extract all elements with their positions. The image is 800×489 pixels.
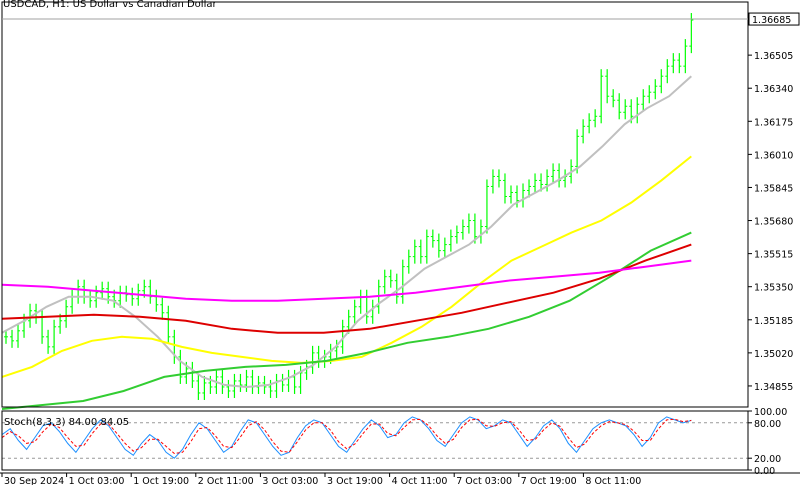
current-price-label: 1.36685 bbox=[752, 15, 791, 26]
stochastic-title: Stoch(8,3,3) 84.00 84.05 bbox=[4, 417, 129, 428]
y-tick-label: 1.35350 bbox=[754, 283, 793, 294]
y-tick-label: 1.36010 bbox=[754, 150, 793, 161]
moving-average-line bbox=[1, 243, 692, 334]
stochastic-panel bbox=[1, 416, 748, 459]
price-bars bbox=[4, 13, 694, 400]
y-tick-label: 1.35020 bbox=[754, 349, 793, 360]
x-tick-label: 7 Oct 03:00 bbox=[456, 476, 512, 485]
stochastic-tick-label: 100.00 bbox=[754, 407, 787, 418]
x-tick-label: 2 Oct 11:00 bbox=[198, 476, 254, 485]
x-tick-label: 7 Oct 19:00 bbox=[521, 476, 577, 485]
x-tick-label: 3 Oct 03:00 bbox=[262, 476, 318, 485]
y-tick-label: 1.36340 bbox=[754, 84, 793, 95]
y-tick-label: 1.35845 bbox=[754, 183, 793, 194]
y-tick-label: 1.36505 bbox=[754, 51, 793, 62]
stochastic-frame bbox=[1, 410, 749, 471]
moving-average-line bbox=[1, 231, 692, 410]
moving-average-line bbox=[1, 259, 692, 302]
x-tick-label: 8 Oct 11:00 bbox=[585, 476, 641, 485]
y-tick-label: 1.35185 bbox=[754, 316, 793, 327]
y-tick-label: 1.36175 bbox=[754, 117, 793, 128]
stochastic-signal-line bbox=[1, 418, 692, 455]
main-frame bbox=[1, 1, 749, 408]
stochastic-tick-label: 20.00 bbox=[754, 454, 781, 465]
stochastic-tick-label: 0.00 bbox=[754, 466, 775, 477]
x-tick-label: 1 Oct 19:00 bbox=[133, 476, 189, 485]
y-tick-label: 1.34855 bbox=[754, 382, 793, 393]
x-tick-label: 1 Oct 03:00 bbox=[69, 476, 125, 485]
stochastic-tick-label: 80.00 bbox=[754, 419, 781, 430]
moving-averages bbox=[1, 75, 692, 410]
x-tick-label: 4 Oct 11:00 bbox=[392, 476, 448, 485]
x-tick-label: 3 Oct 19:00 bbox=[327, 476, 383, 485]
y-tick-label: 1.35515 bbox=[754, 250, 793, 261]
stochastic-main-line bbox=[1, 416, 692, 459]
current-price-tag bbox=[748, 12, 800, 26]
moving-average-line bbox=[1, 75, 692, 389]
moving-average-line bbox=[1, 155, 692, 378]
y-tick-label: 1.35680 bbox=[754, 217, 793, 228]
x-tick-label: 30 Sep 2024 bbox=[4, 476, 64, 485]
chart-title: USDCAD, H1: US Dollar vs Canadian Dollar bbox=[3, 0, 217, 10]
